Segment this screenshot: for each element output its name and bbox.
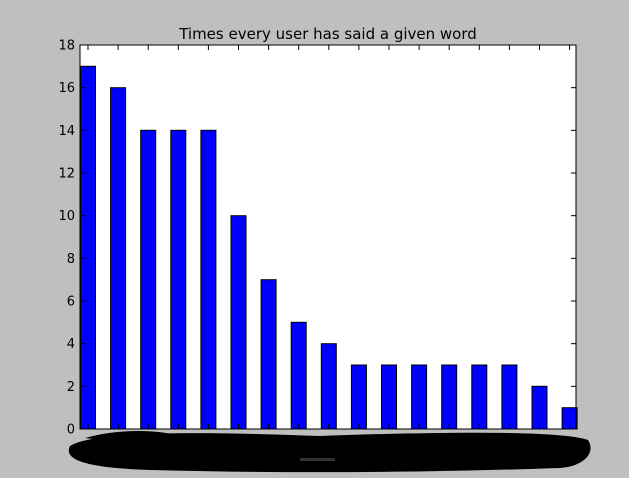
y-tick-label-16: 16 bbox=[58, 81, 75, 96]
bar-3 bbox=[170, 129, 187, 430]
bar-9 bbox=[350, 364, 367, 430]
bar-13 bbox=[471, 364, 488, 430]
bar-4 bbox=[200, 129, 217, 430]
y-tick-label-8: 8 bbox=[67, 252, 75, 267]
bars-group bbox=[80, 65, 578, 430]
redaction-scribble bbox=[68, 431, 591, 473]
bar-14 bbox=[501, 364, 518, 430]
y-tick-label-10: 10 bbox=[58, 209, 75, 224]
bar-11 bbox=[411, 364, 428, 430]
y-tick-label-6: 6 bbox=[67, 295, 75, 310]
bar-12 bbox=[441, 364, 458, 430]
bar-1 bbox=[110, 87, 127, 430]
bar-10 bbox=[381, 364, 397, 430]
y-tick-label-4: 4 bbox=[67, 337, 75, 352]
y-axis-ticks: 0 2 4 6 8 10 12 14 16 18 bbox=[58, 39, 576, 438]
y-tick-label-0: 0 bbox=[67, 423, 75, 438]
y-tick-label-12: 12 bbox=[58, 167, 75, 182]
bar-8 bbox=[320, 343, 337, 430]
y-tick-label-2: 2 bbox=[67, 380, 75, 395]
y-tick-label-14: 14 bbox=[58, 124, 75, 139]
bar-7 bbox=[290, 321, 307, 430]
plot-frame bbox=[79, 44, 577, 430]
bar-15 bbox=[531, 385, 548, 430]
bar-5 bbox=[230, 215, 247, 430]
bar-2 bbox=[140, 129, 157, 430]
chart-title: Times every user has said a given word bbox=[178, 25, 477, 43]
y-tick-label-18: 18 bbox=[58, 39, 75, 54]
bar-6 bbox=[260, 279, 277, 430]
bar-0 bbox=[80, 65, 96, 430]
